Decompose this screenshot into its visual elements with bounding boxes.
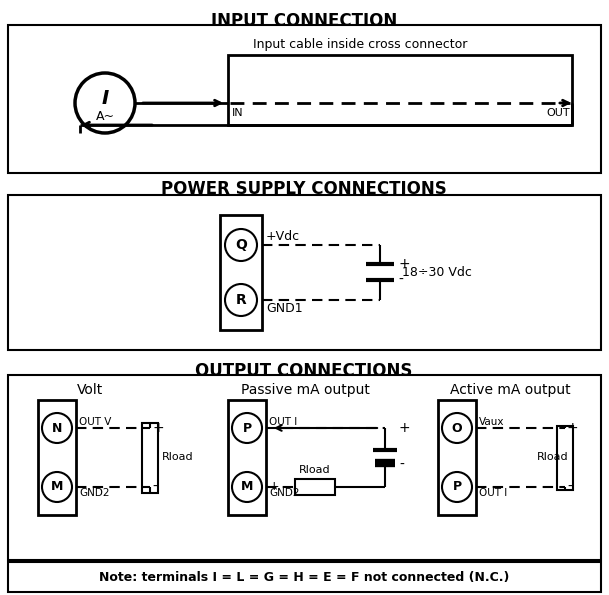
Text: 18÷30 Vdc: 18÷30 Vdc: [402, 266, 472, 279]
Circle shape: [232, 472, 262, 502]
Text: Input cable inside cross connector: Input cable inside cross connector: [253, 38, 467, 51]
Circle shape: [232, 413, 262, 443]
Text: I: I: [101, 89, 108, 108]
Bar: [38, 400, 76, 515]
Circle shape: [442, 472, 472, 502]
Text: +: +: [399, 421, 410, 435]
Text: GND2: GND2: [79, 488, 110, 498]
Bar: [8, 375, 601, 560]
Text: Vaux: Vaux: [479, 417, 504, 427]
Bar: [8, 25, 601, 173]
Circle shape: [42, 413, 72, 443]
Text: GND1: GND1: [266, 302, 303, 315]
Text: A~: A~: [96, 111, 114, 124]
Text: -: -: [399, 458, 404, 471]
Text: R: R: [236, 293, 247, 307]
Text: M: M: [241, 481, 253, 493]
Text: Active mA output: Active mA output: [449, 383, 570, 397]
Text: P: P: [452, 481, 462, 493]
Circle shape: [75, 73, 135, 133]
Text: O: O: [452, 421, 462, 434]
Bar: [228, 400, 266, 515]
Circle shape: [225, 229, 257, 261]
Bar: [220, 215, 262, 330]
Bar: [295, 479, 335, 495]
Text: +Vdc: +Vdc: [266, 230, 300, 243]
Text: IN: IN: [232, 108, 244, 118]
Text: +: +: [398, 256, 410, 271]
Text: Rload: Rload: [537, 453, 569, 462]
Text: N: N: [52, 421, 62, 434]
Text: INPUT CONNECTION: INPUT CONNECTION: [211, 12, 397, 30]
Text: OUT V: OUT V: [79, 417, 111, 427]
Text: Volt: Volt: [77, 383, 103, 397]
Text: POWER SUPPLY CONNECTIONS: POWER SUPPLY CONNECTIONS: [161, 180, 447, 198]
Bar: [438, 400, 476, 515]
Bar: [8, 195, 601, 350]
Text: +: +: [567, 421, 579, 435]
Text: Rload: Rload: [299, 465, 331, 475]
Circle shape: [442, 413, 472, 443]
Text: Q: Q: [235, 238, 247, 252]
Text: OUT I: OUT I: [479, 488, 507, 498]
Text: Note: terminals I = L = G = H = E = F not connected (N.C.): Note: terminals I = L = G = H = E = F no…: [99, 571, 509, 584]
Text: Passive mA output: Passive mA output: [241, 383, 370, 397]
Text: M: M: [51, 481, 63, 493]
Text: +: +: [152, 421, 164, 435]
Bar: [8, 562, 601, 592]
Text: +: +: [269, 481, 280, 493]
Text: OUT I: OUT I: [269, 417, 297, 427]
Text: OUT: OUT: [546, 108, 570, 118]
Text: GND2: GND2: [269, 488, 300, 498]
Text: -: -: [398, 273, 403, 287]
Bar: [557, 425, 573, 490]
Text: -: -: [152, 480, 157, 494]
Text: OUTPUT CONNECTIONS: OUTPUT CONNECTIONS: [195, 362, 413, 380]
Text: Rload: Rload: [162, 453, 194, 462]
Text: P: P: [242, 421, 252, 434]
Circle shape: [225, 284, 257, 316]
Circle shape: [42, 472, 72, 502]
Bar: [228, 55, 572, 125]
Text: -: -: [567, 480, 572, 494]
Bar: [142, 422, 158, 493]
